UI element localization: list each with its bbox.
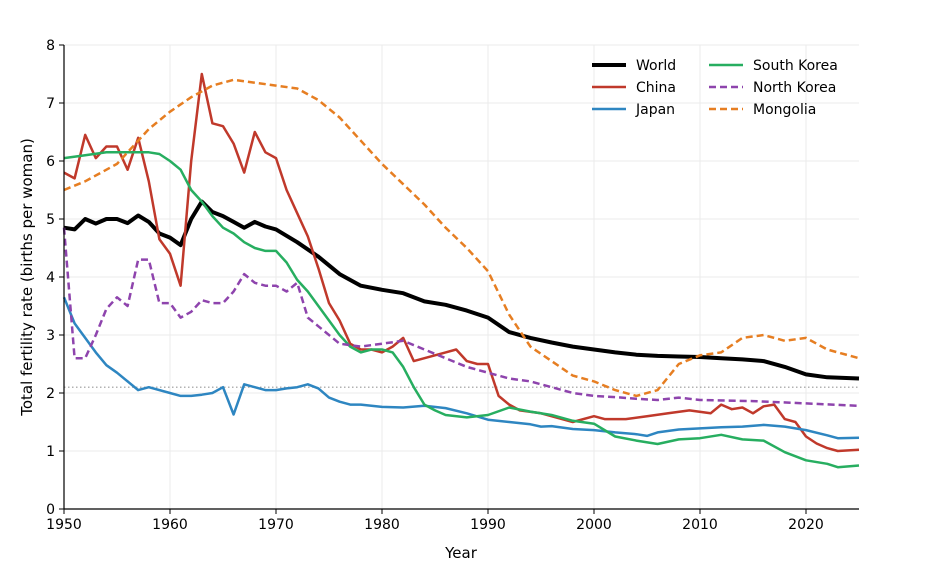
y-tick-label: 8 xyxy=(46,38,55,54)
legend-label: South Korea xyxy=(753,58,838,74)
legend-label: World xyxy=(636,58,676,74)
legend-label: North Korea xyxy=(753,80,836,96)
x-tick-label: 2020 xyxy=(788,517,824,533)
legend: World China Japan South Korea North Korea Mon… xyxy=(592,58,838,118)
series-line-japan xyxy=(62,296,860,440)
x-tick-label: 1960 xyxy=(152,517,188,533)
legend-label: Japan xyxy=(635,102,675,118)
grid xyxy=(63,44,859,510)
series-line-mongolia xyxy=(63,78,860,398)
y-axis-label: Total fertility rate (births per woman) xyxy=(18,138,36,417)
y-tick-label: 6 xyxy=(46,154,55,170)
legend-item-mongolia: Mongolia xyxy=(709,102,816,118)
series-line-south-korea xyxy=(63,151,860,469)
legend-item-north-korea: North Korea xyxy=(709,80,836,96)
y-tick-label: 2 xyxy=(46,386,55,402)
x-tick-label: 1950 xyxy=(46,517,82,533)
legend-label: China xyxy=(636,80,676,96)
y-tick-label: 5 xyxy=(46,212,55,228)
legend-item-world: World xyxy=(592,58,676,74)
series-line-north-korea xyxy=(62,227,860,408)
x-axis-label: Year xyxy=(444,544,478,562)
legend-label: Mongolia xyxy=(753,102,816,118)
x-tick-label: 1980 xyxy=(364,517,400,533)
y-tick-label: 0 xyxy=(46,502,55,518)
x-tick-label: 2000 xyxy=(576,517,612,533)
series-group xyxy=(62,72,860,469)
legend-item-south-korea: South Korea xyxy=(709,58,838,74)
x-tick-label: 1990 xyxy=(470,517,506,533)
series-line-china xyxy=(63,72,860,453)
x-tick-label: 1970 xyxy=(258,517,294,533)
y-tick-label: 1 xyxy=(46,444,55,460)
y-tick-label: 3 xyxy=(46,328,55,344)
y-tick-label: 7 xyxy=(46,96,55,112)
tick-labels: 1950 1960 1970 1980 1990 2000 2010 2020 0 1 2 3 4 5 6 7… xyxy=(46,38,824,533)
x-tick-label: 2010 xyxy=(682,517,718,533)
legend-item-china: China xyxy=(592,80,676,96)
series-line-world xyxy=(63,199,860,381)
legend-item-japan: Japan xyxy=(592,102,675,118)
axes xyxy=(59,44,859,514)
y-tick-label: 4 xyxy=(46,270,55,286)
